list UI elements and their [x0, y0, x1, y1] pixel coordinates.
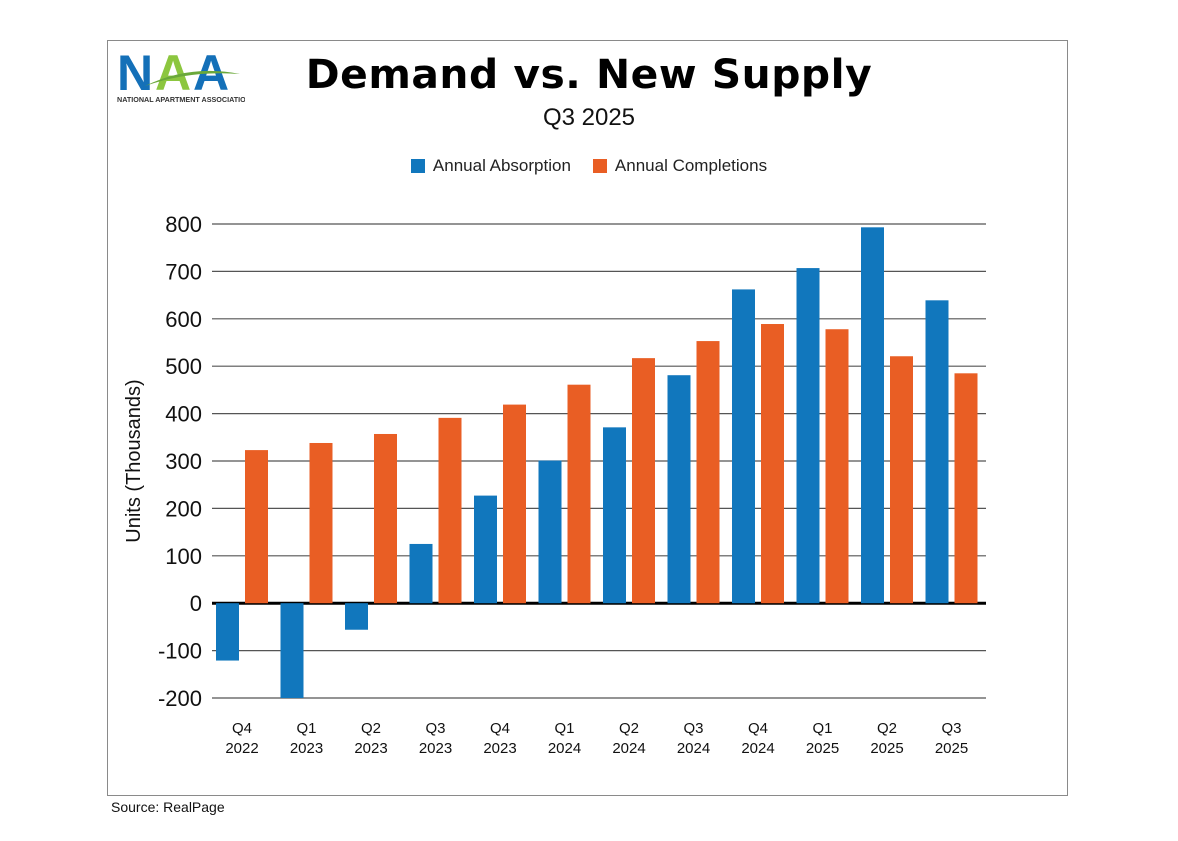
- bar-absorption: [667, 375, 691, 604]
- bar-completions: [503, 404, 526, 604]
- x-tick-year: 2025: [870, 740, 903, 757]
- x-tick-year: 2024: [612, 740, 645, 757]
- x-tick-quarter: Q2: [619, 720, 639, 737]
- x-tick-year: 2023: [354, 740, 387, 757]
- y-tick-label: -100: [158, 639, 202, 664]
- y-tick-label: 300: [165, 449, 202, 474]
- bar-absorption: [280, 603, 304, 698]
- x-tick-quarter: Q4: [490, 720, 510, 737]
- bar-absorption: [861, 227, 884, 604]
- legend-label-absorption: Annual Absorption: [432, 156, 571, 175]
- bar-completions: [696, 341, 720, 604]
- x-tick-year: 2022: [225, 740, 258, 757]
- bar-completions: [567, 384, 591, 604]
- bar-absorption: [409, 543, 433, 604]
- x-tick-quarter: Q2: [877, 720, 897, 737]
- x-tick-quarter: Q1: [554, 720, 574, 737]
- y-tick-label: 100: [165, 544, 202, 569]
- chart-title: Demand vs. New Supply: [305, 52, 873, 98]
- x-tick-year: 2023: [483, 740, 516, 757]
- y-tick-label: 500: [165, 354, 202, 379]
- legend: Annual Absorption Annual Completions: [0, 156, 1178, 176]
- x-tick-quarter: Q3: [425, 720, 445, 737]
- bar-absorption: [925, 300, 949, 604]
- x-tick-quarter: Q4: [748, 720, 768, 737]
- y-tick-label: 600: [165, 307, 202, 332]
- legend-item-completions: Annual Completions: [592, 156, 768, 176]
- bar-absorption: [732, 289, 755, 604]
- chart-subtitle: Q3 2025: [542, 104, 636, 131]
- bar-completions: [761, 324, 784, 604]
- x-tick-quarter: Q3: [941, 720, 961, 737]
- x-tick-year: 2024: [548, 740, 581, 757]
- bar-absorption: [345, 603, 368, 630]
- x-tick-quarter: Q2: [361, 720, 381, 737]
- legend-swatch-completions: [592, 159, 607, 173]
- bar-absorption: [216, 603, 239, 661]
- y-tick-label: -200: [158, 686, 202, 711]
- bar-completions: [890, 356, 913, 604]
- y-tick-label: 800: [165, 212, 202, 237]
- svg-text:N: N: [117, 46, 150, 101]
- y-tick-label: 400: [165, 402, 202, 427]
- legend-swatch-absorption: [410, 159, 425, 173]
- y-axis-label: Units (Thousands): [123, 379, 145, 542]
- bar-completions: [954, 373, 978, 604]
- x-tick-year: 2023: [290, 740, 323, 757]
- x-tick-year: 2024: [677, 740, 710, 757]
- x-tick-quarter: Q4: [232, 720, 252, 737]
- bar-completions: [438, 417, 462, 604]
- legend-label-completions: Annual Completions: [614, 156, 768, 175]
- bar-absorption: [538, 460, 562, 604]
- naa-logo: N A A NATIONAL APARTMENT ASSOCIATION: [117, 46, 245, 104]
- chart-frame: [107, 40, 1068, 796]
- bar-completions: [245, 450, 268, 604]
- x-tick-quarter: Q1: [296, 720, 316, 737]
- x-tick-quarter: Q1: [812, 720, 832, 737]
- bar-absorption: [474, 495, 497, 604]
- legend-item-absorption: Annual Absorption: [410, 156, 571, 176]
- source-note: Source: RealPage: [111, 799, 225, 815]
- bar-completions: [632, 358, 655, 604]
- x-tick-year: 2025: [935, 740, 968, 757]
- svg-text:NATIONAL APARTMENT ASSOCIATION: NATIONAL APARTMENT ASSOCIATION: [117, 95, 245, 104]
- x-tick-quarter: Q3: [683, 720, 703, 737]
- y-tick-label: 0: [190, 591, 202, 616]
- bar-absorption: [796, 268, 820, 604]
- bar-completions: [374, 433, 397, 604]
- y-tick-label: 200: [165, 496, 202, 521]
- x-tick-year: 2024: [741, 740, 774, 757]
- x-tick-year: 2025: [806, 740, 839, 757]
- y-tick-label: 700: [165, 259, 202, 284]
- bar-completions: [825, 329, 849, 604]
- x-tick-year: 2023: [419, 740, 452, 757]
- bar-completions: [309, 442, 333, 604]
- bar-absorption: [603, 427, 626, 604]
